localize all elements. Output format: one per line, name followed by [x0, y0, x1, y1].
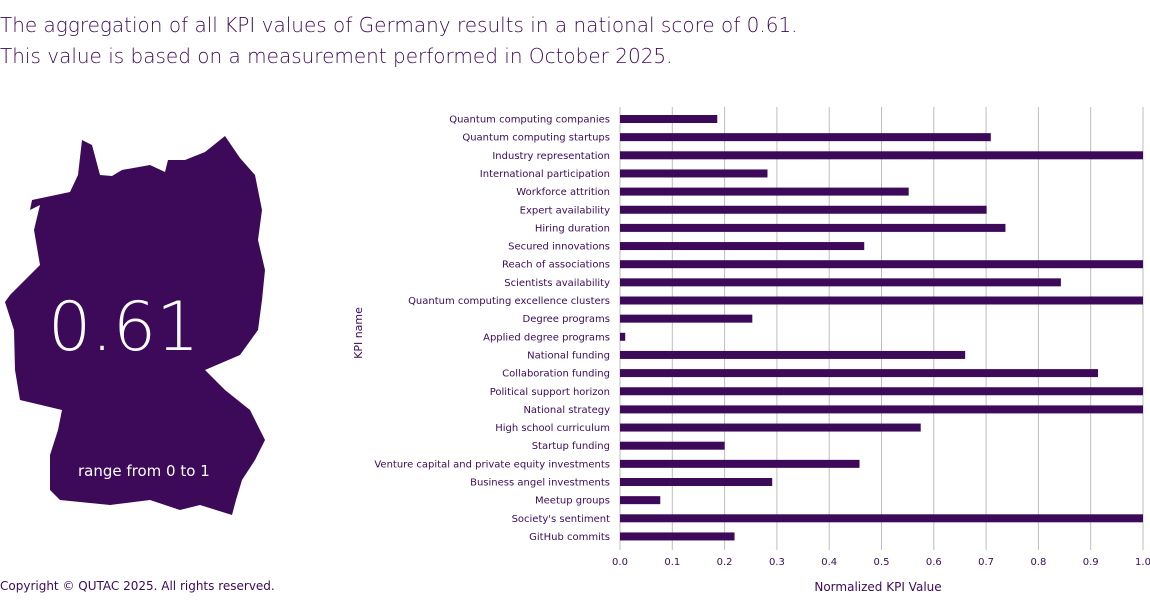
- bar: [620, 151, 1143, 160]
- y-tick-label: Reach of associations: [502, 260, 610, 271]
- bar: [620, 278, 1061, 287]
- y-tick-label: Applied degree programs: [483, 332, 610, 343]
- x-tick-label: 1.0: [1135, 557, 1150, 568]
- y-tick-label: Degree programs: [523, 314, 610, 325]
- bar: [620, 441, 725, 450]
- y-tick-label: Society's sentiment: [512, 514, 611, 525]
- bar: [620, 187, 909, 196]
- bar: [620, 423, 921, 432]
- y-tick-label: Scientists availability: [504, 278, 610, 289]
- bar: [620, 133, 991, 142]
- y-tick-label: High school curriculum: [495, 423, 610, 434]
- bar: [620, 405, 1143, 414]
- germany-map: [5, 136, 265, 515]
- y-tick-label: Quantum computing excellence clusters: [408, 296, 610, 307]
- national-score: 0.61: [48, 288, 200, 367]
- bar: [620, 169, 768, 178]
- bar: [620, 514, 1143, 523]
- headline-line-2: This value is based on a measurement per…: [0, 44, 673, 68]
- bar: [620, 532, 735, 541]
- headline-line-1: The aggregation of all KPI values of Ger…: [0, 13, 798, 37]
- y-tick-label: Venture capital and private equity inves…: [374, 459, 610, 470]
- x-tick-label: 0.6: [926, 557, 942, 568]
- bar: [620, 314, 753, 323]
- bar: [620, 369, 1099, 378]
- bar: [620, 478, 773, 486]
- x-tick-label: 0.1: [664, 557, 680, 568]
- y-tick-label: Industry representation: [492, 151, 610, 162]
- x-axis-title: Normalized KPI Value: [814, 580, 941, 594]
- y-axis-title: KPI name: [352, 307, 365, 359]
- germany-shape: [5, 136, 265, 515]
- y-tick-label: National strategy: [523, 405, 610, 416]
- y-tick-label: Expert availability: [520, 205, 610, 216]
- y-tick-label: Collaboration funding: [502, 369, 610, 380]
- bar: [620, 332, 626, 341]
- x-tick-label: 0.3: [769, 557, 785, 568]
- y-tick-label: Workforce attrition: [516, 187, 610, 198]
- bar: [620, 260, 1143, 269]
- bar: [620, 115, 718, 123]
- y-tick-label: Secured innovations: [508, 242, 610, 253]
- y-tick-label: Quantum computing companies: [449, 115, 610, 126]
- y-tick-label: Meetup groups: [535, 496, 610, 507]
- x-tick-label: 0.2: [717, 557, 733, 568]
- x-tick-label: 0.5: [874, 557, 890, 568]
- y-tick-label: Business angel investments: [470, 478, 610, 489]
- x-tick-label: 0.9: [1083, 557, 1099, 568]
- y-tick-label: National funding: [527, 350, 610, 361]
- bar: [620, 350, 966, 359]
- bar: [620, 496, 661, 505]
- copyright: Copyright © QUTAC 2025. All rights reser…: [0, 579, 275, 593]
- y-tick-label: Startup funding: [532, 441, 610, 452]
- y-tick-label: Political support horizon: [490, 387, 610, 398]
- headline: The aggregation of all KPI values of Ger…: [0, 10, 798, 72]
- y-tick-label: GitHub commits: [529, 532, 610, 543]
- bar: [620, 205, 987, 214]
- bar: [620, 223, 1006, 232]
- y-tick-label: Hiring duration: [535, 223, 610, 234]
- x-tick-label: 0.7: [978, 557, 994, 568]
- x-tick-label: 0.8: [1030, 557, 1046, 568]
- y-tick-label: International participation: [480, 169, 610, 180]
- bar: [620, 459, 860, 468]
- bar: [620, 387, 1143, 396]
- y-tick-label: Quantum computing startups: [462, 133, 610, 144]
- bar: [620, 296, 1143, 305]
- range-label: range from 0 to 1: [78, 462, 210, 480]
- x-tick-label: 0.0: [612, 557, 628, 568]
- x-tick-label: 0.4: [821, 557, 837, 568]
- bar: [620, 242, 865, 251]
